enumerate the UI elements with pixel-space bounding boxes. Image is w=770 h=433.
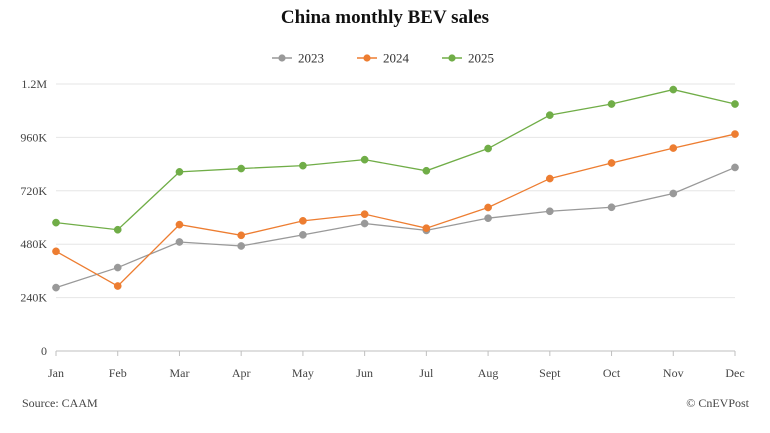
data-point <box>545 111 554 120</box>
source-note: Source: CAAM <box>22 396 98 410</box>
y-tick-label: 960K <box>20 130 47 144</box>
data-point <box>360 210 369 219</box>
series-2023 <box>52 163 739 292</box>
legend-item-2024: 2024 <box>357 51 410 66</box>
legend-marker <box>278 54 286 62</box>
data-point <box>422 224 431 233</box>
series-layer <box>52 85 739 292</box>
data-point <box>360 155 369 164</box>
data-point <box>175 220 184 229</box>
data-point <box>113 225 122 234</box>
x-tick-label: Dec <box>725 366 744 380</box>
data-point <box>299 161 307 170</box>
data-point <box>545 207 554 216</box>
x-tick-label: Oct <box>603 366 621 380</box>
x-tick-label: Mar <box>169 366 189 380</box>
legend-label: 2025 <box>468 51 494 66</box>
x-tick-label: Jun <box>356 366 373 380</box>
legend-marker <box>363 54 371 62</box>
x-tick-label: Nov <box>663 366 684 380</box>
data-point <box>484 203 492 212</box>
x-tick-label: Sept <box>539 366 561 380</box>
data-point <box>175 168 184 176</box>
y-tick-label: 240K <box>20 291 47 305</box>
data-point <box>484 214 492 223</box>
credit-note: © CnEVPost <box>686 396 749 410</box>
y-tick-label: 0 <box>41 344 47 358</box>
data-point <box>237 164 246 173</box>
x-tick-label: May <box>292 366 314 380</box>
legend: 2023 2024 2025 <box>272 51 494 66</box>
y-tick-label: 480K <box>20 237 47 251</box>
data-point <box>237 231 246 240</box>
data-point <box>607 159 616 167</box>
data-point <box>731 100 739 108</box>
x-tick-label: Feb <box>109 366 127 380</box>
data-point <box>52 247 60 256</box>
gridlines <box>56 83 735 299</box>
data-point <box>669 189 678 198</box>
data-point <box>299 216 307 225</box>
x-tick-label: Aug <box>478 366 499 380</box>
x-tick-label: Apr <box>232 366 251 380</box>
data-point <box>731 130 739 138</box>
data-point <box>607 100 616 108</box>
legend-item-2025: 2025 <box>442 51 494 66</box>
data-point <box>113 282 122 290</box>
data-point <box>52 218 60 227</box>
y-tick-label: 1.2M <box>21 77 47 91</box>
data-point <box>422 166 431 175</box>
data-point <box>299 231 307 239</box>
data-point <box>669 144 678 152</box>
data-point <box>669 85 678 94</box>
legend-label: 2023 <box>298 51 324 66</box>
legend-item-2023: 2023 <box>272 51 324 66</box>
y-tick-label: 720K <box>20 184 47 198</box>
chart-title: China monthly BEV sales <box>280 7 490 28</box>
x-tick-label: Jan <box>48 366 64 380</box>
series-line <box>55 88 736 231</box>
legend-marker <box>448 54 456 62</box>
x-tick-label: Jul <box>419 366 434 380</box>
data-point <box>607 203 616 212</box>
data-point <box>237 242 246 250</box>
series-2024 <box>52 130 739 290</box>
series-2025 <box>52 85 739 234</box>
series-line <box>55 133 736 287</box>
data-point <box>175 238 184 246</box>
data-point <box>113 263 122 272</box>
series-line <box>55 166 736 289</box>
data-point <box>545 174 554 183</box>
legend-label: 2024 <box>383 51 410 66</box>
data-point <box>52 283 60 292</box>
axes: 0 240K 480K 720K 960K 1.2M Jan Feb Mar Apr May Jun J… <box>20 77 744 380</box>
data-point <box>360 219 369 228</box>
data-point <box>731 163 739 172</box>
data-point <box>484 144 492 153</box>
